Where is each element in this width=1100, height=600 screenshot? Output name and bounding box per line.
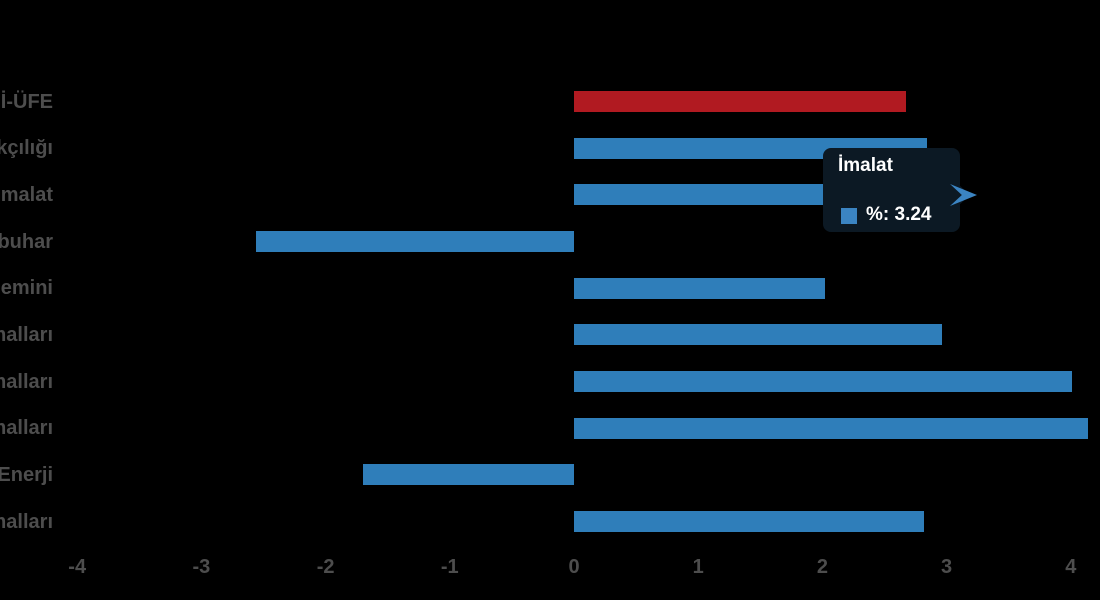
x-axis-tick-label: 3 [941, 556, 953, 578]
category-label: İ-ÜFE [0, 90, 53, 113]
tooltip-title: İmalat [838, 155, 893, 176]
x-axis-tick-label: -3 [192, 556, 211, 578]
category-label: malları [0, 323, 53, 346]
tooltip-series-swatch-icon [841, 208, 857, 224]
x-axis-tick-label: -2 [316, 556, 335, 578]
chart-bar[interactable] [574, 277, 825, 299]
chart-bar[interactable] [574, 417, 1089, 439]
x-axis-tick-label: 0 [568, 556, 580, 578]
category-label: malları [0, 417, 53, 440]
category-label: emini [0, 277, 53, 300]
chart-bar[interactable] [574, 91, 906, 112]
x-axis-tick-label: -4 [68, 556, 87, 578]
category-label: malları [0, 510, 53, 533]
chart-bar[interactable] [574, 511, 925, 532]
x-axis-tick-label: 4 [1065, 556, 1077, 578]
category-label: Enerji [0, 463, 53, 486]
tooltip-arrow-band [823, 184, 970, 206]
chart-bar[interactable] [574, 371, 1073, 392]
x-axis-tick-label: 2 [816, 556, 828, 578]
x-axis-tick-label: 1 [692, 556, 704, 578]
category-label: buhar [0, 230, 53, 253]
tooltip-value: %: 3.24 [866, 204, 932, 225]
category-label: malları [0, 370, 53, 393]
chart-bar[interactable] [362, 464, 574, 486]
category-label: kçılığı [0, 137, 53, 160]
category-label: malat [0, 183, 53, 206]
chart-bar[interactable] [574, 324, 942, 346]
x-axis-tick-label: -1 [440, 556, 459, 578]
chart-bar[interactable] [256, 231, 574, 252]
